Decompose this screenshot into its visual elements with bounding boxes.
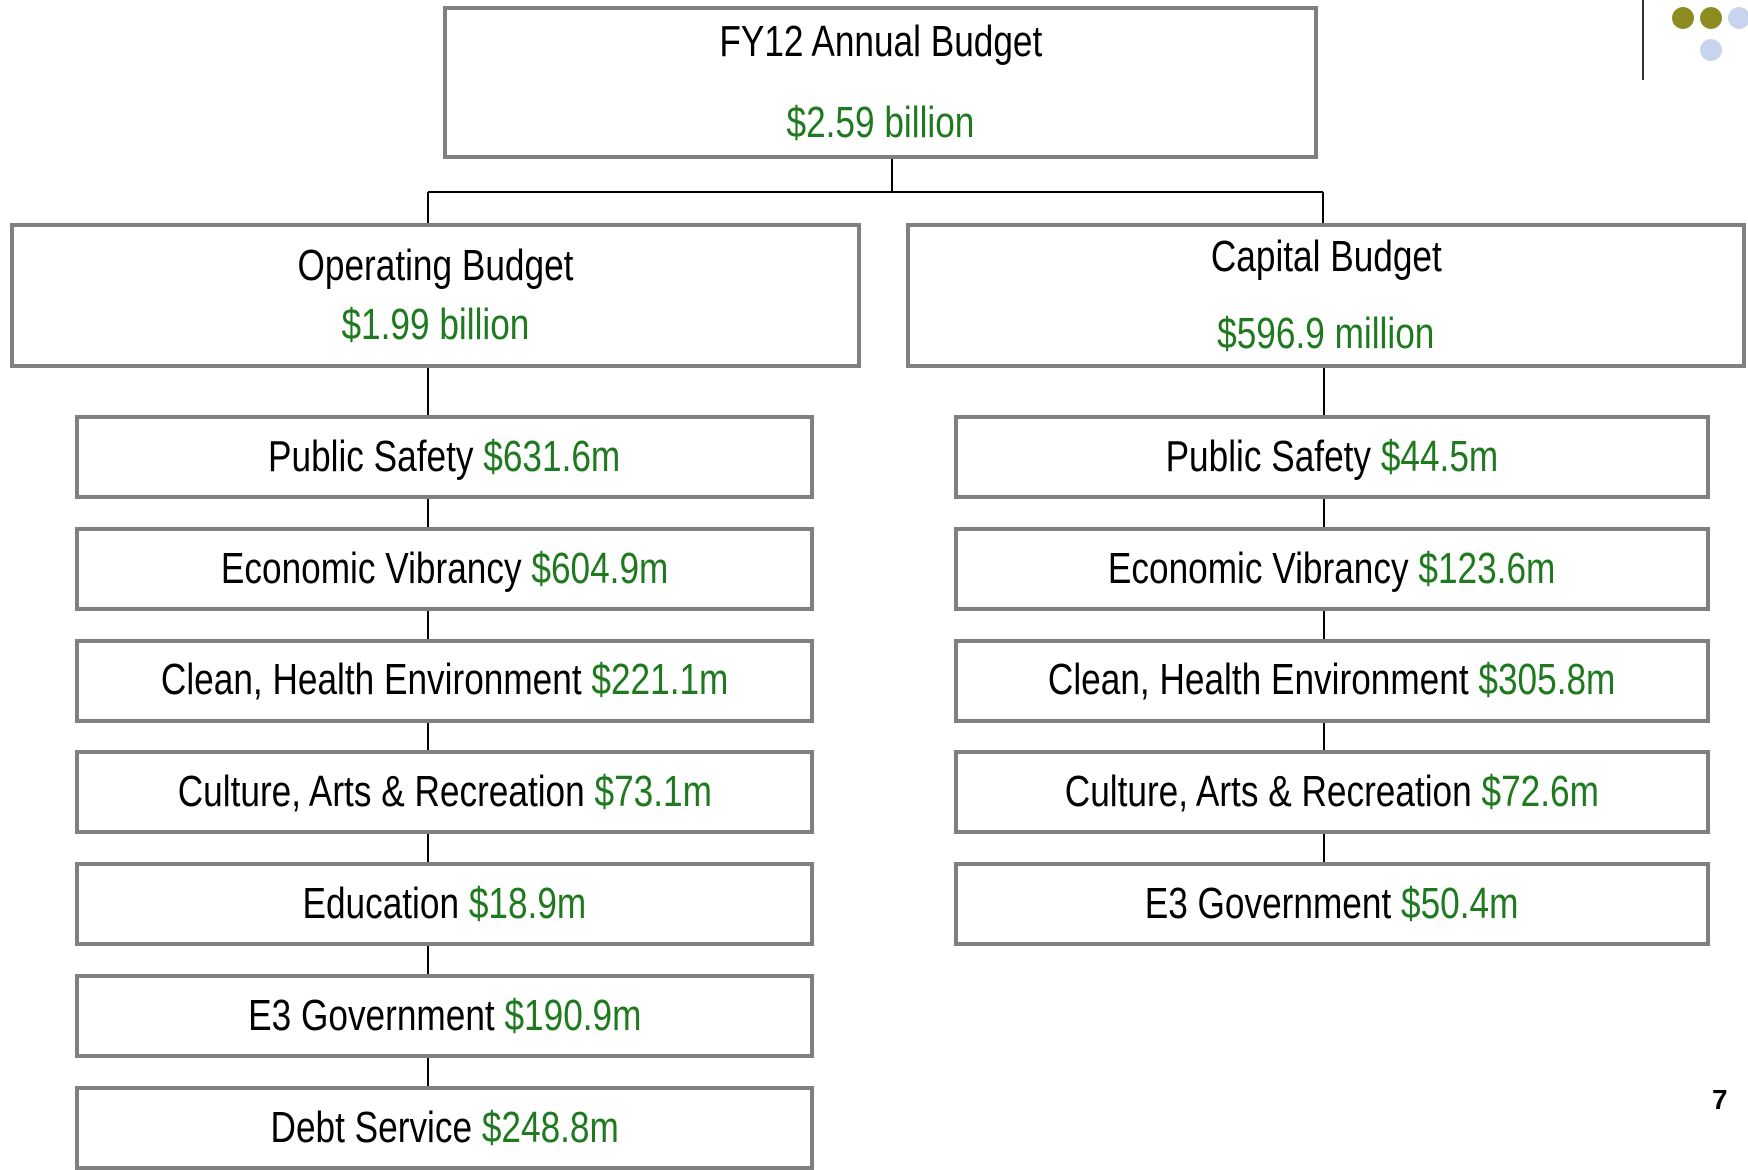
category-row: E3 Government $50.4m [1145,879,1519,930]
category-box: Culture, Arts & Recreation $73.1m [75,750,814,835]
category-box: Education $18.9m [75,862,814,947]
category-row: E3 Government $190.9m [248,991,641,1042]
category-box: Public Safety $44.5m [954,415,1710,499]
box-title: FY12 Annual Budget [719,16,1042,66]
category-amount: $44.5m [1380,431,1499,481]
box-title: Operating Budget [297,240,574,290]
category-box: Economic Vibrancy $123.6m [954,526,1710,611]
category-box: E3 Government $50.4m [954,862,1710,947]
category-amount: $305.8m [1478,655,1616,705]
box-title-row: Operating Budget [298,241,574,292]
category-name: Debt Service [270,1102,472,1152]
budget-box: Operating Budget $1.99 billion [10,223,861,368]
category-amount: $123.6m [1418,543,1556,593]
box-amount: $596.9 million [1217,308,1435,358]
category-box: Debt Service $248.8m [75,1085,814,1170]
category-row: Clean, Health Environment $305.8m [1048,655,1615,706]
category-name: E3 Government [1145,878,1392,928]
category-name: E3 Government [247,990,495,1040]
category-row: Culture, Arts & Recreation $72.6m [1065,767,1599,818]
category-amount: $221.1m [591,655,729,705]
category-row: Debt Service $248.8m [270,1103,618,1154]
category-name: Culture, Arts & Recreation [177,767,585,817]
category-amount: $18.9m [468,878,587,928]
category-row: Culture, Arts & Recreation $73.1m [177,767,711,818]
box-amount-row: $1.99 billion [342,300,530,351]
category-row: Economic Vibrancy $123.6m [1108,544,1555,595]
category-name: Public Safety [1165,431,1372,481]
category-box: Economic Vibrancy $604.9m [75,526,814,611]
category-amount: $50.4m [1401,878,1519,928]
category-box: E3 Government $190.9m [75,974,814,1058]
category-box: Clean, Health Environment $221.1m [75,638,814,723]
box-amount-row: $596.9 million [1217,309,1434,360]
box-amount: $2.59 billion [786,97,975,147]
category-box: Public Safety $631.6m [75,415,814,499]
box-amount: $1.99 billion [341,299,530,349]
category-box: Clean, Health Environment $305.8m [954,638,1710,723]
category-name: Education [302,878,460,928]
category-row: Education $18.9m [303,879,587,930]
box-amount-row: $2.59 billion [787,98,975,149]
category-amount: $73.1m [594,767,712,817]
box-title: Capital Budget [1210,231,1442,281]
category-name: Economic Vibrancy [220,543,522,593]
box-title-row: FY12 Annual Budget [719,17,1042,68]
category-name: Clean, Health Environment [1048,655,1469,705]
category-row: Economic Vibrancy $604.9m [221,544,668,595]
category-amount: $631.6m [483,431,621,481]
budget-box: Capital Budget $596.9 million [906,223,1746,368]
category-name: Culture, Arts & Recreation [1064,767,1472,817]
category-row: Public Safety $44.5m [1166,432,1499,483]
category-amount: $190.9m [504,990,642,1040]
category-row: Public Safety $631.6m [268,432,620,483]
category-name: Economic Vibrancy [1108,543,1409,593]
budget-box: FY12 Annual Budget $2.59 billion [443,6,1318,159]
category-amount: $604.9m [531,543,669,593]
category-row: Clean, Health Environment $221.1m [161,655,728,706]
page-number: 7 [1712,1084,1728,1115]
category-amount: $248.8m [481,1102,619,1152]
category-name: Clean, Health Environment [160,655,582,705]
category-name: Public Safety [268,431,474,481]
category-box: Culture, Arts & Recreation $72.6m [954,750,1710,835]
category-amount: $72.6m [1481,767,1600,817]
box-title-row: Capital Budget [1211,232,1442,283]
